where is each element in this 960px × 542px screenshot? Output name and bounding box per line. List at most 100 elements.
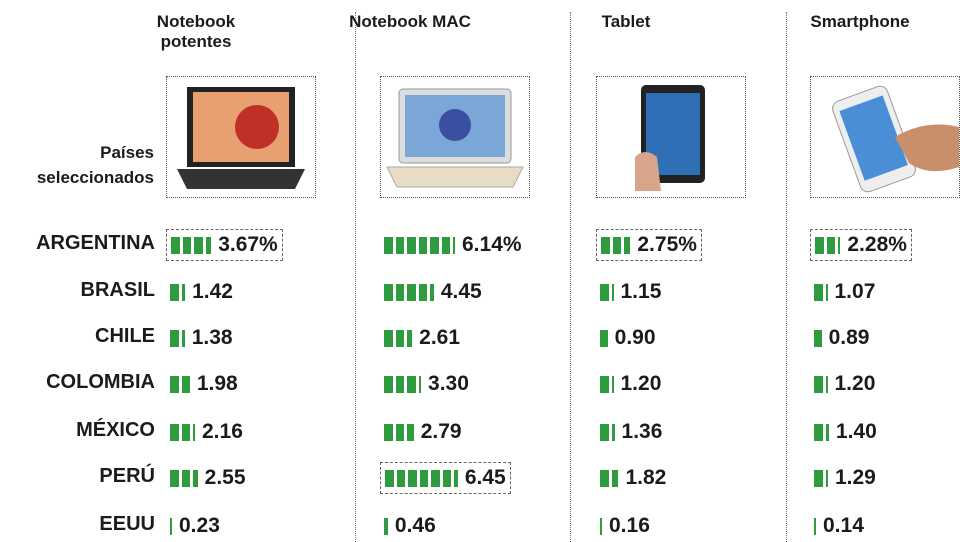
bar-block <box>814 424 823 441</box>
value-bar <box>384 376 424 393</box>
value-bar <box>384 284 437 301</box>
bar-block <box>814 518 816 535</box>
value-cell: 0.46 <box>380 511 440 541</box>
value-cell: 2.61 <box>380 323 464 353</box>
value-bar <box>170 518 175 535</box>
bar-block <box>384 237 393 254</box>
bar-block <box>612 284 614 301</box>
bar-block <box>407 330 412 347</box>
value-label: 2.61 <box>419 326 460 350</box>
bar-block <box>407 424 414 441</box>
row-label: ARGENTINA <box>0 232 155 255</box>
value-bar <box>600 284 617 301</box>
value-bar <box>384 518 391 535</box>
value-label: 1.07 <box>835 280 876 304</box>
bar-block <box>430 237 439 254</box>
value-cell: 6.14% <box>380 230 526 260</box>
bar-block <box>182 470 191 487</box>
bar-block <box>384 376 393 393</box>
device-image <box>166 76 316 198</box>
row-label: PERÚ <box>0 465 155 488</box>
bar-block <box>612 376 614 393</box>
value-cell: 2.28% <box>810 229 912 261</box>
column-title: Tablet <box>556 12 696 32</box>
bar-block <box>600 330 608 347</box>
value-label: 0.23 <box>179 514 220 538</box>
bar-block <box>600 424 609 441</box>
row-label: CHILE <box>0 325 155 348</box>
value-cell: 1.42 <box>166 277 237 307</box>
bar-block <box>419 284 428 301</box>
bar-block <box>815 237 824 254</box>
value-bar <box>600 376 617 393</box>
bar-block <box>182 376 190 393</box>
value-cell: 1.40 <box>810 417 881 447</box>
bar-block <box>838 237 840 254</box>
column-separator <box>786 12 787 542</box>
value-label: 2.55 <box>205 466 246 490</box>
value-label: 3.30 <box>428 372 469 396</box>
value-cell: 1.20 <box>596 369 665 399</box>
bar-block <box>613 237 622 254</box>
bar-block <box>182 284 186 301</box>
value-bar <box>814 330 825 347</box>
bar-block <box>826 470 828 487</box>
bar-block <box>170 284 179 301</box>
value-cell: 1.82 <box>596 463 670 493</box>
value-label: 1.15 <box>621 280 662 304</box>
bar-block <box>814 376 823 393</box>
value-label: 6.14% <box>462 233 522 257</box>
value-label: 1.42 <box>192 280 233 304</box>
bar-block <box>827 237 836 254</box>
value-label: 0.90 <box>615 326 656 350</box>
bar-block <box>384 330 393 347</box>
value-bar <box>600 518 605 535</box>
value-cell: 1.38 <box>166 323 237 353</box>
bar-block <box>171 237 180 254</box>
value-label: 0.16 <box>609 514 650 538</box>
bar-block <box>612 470 619 487</box>
bar-block <box>814 284 823 301</box>
bar-block <box>826 424 829 441</box>
value-label: 1.20 <box>621 372 662 396</box>
row-label: COLOMBIA <box>0 371 155 394</box>
value-bar <box>385 470 461 487</box>
value-bar <box>815 237 843 254</box>
value-label: 2.75% <box>637 233 697 257</box>
bar-block <box>430 284 434 301</box>
value-label: 0.14 <box>823 514 864 538</box>
value-label: 0.46 <box>395 514 436 538</box>
bar-block <box>408 470 417 487</box>
value-bar <box>384 237 458 254</box>
bar-block <box>396 424 405 441</box>
value-label: 1.20 <box>835 372 876 396</box>
bar-block <box>182 424 191 441</box>
value-bar <box>384 330 415 347</box>
infographic: Países seleccionados ARGENTINABRASILCHIL… <box>0 0 960 542</box>
bar-block <box>384 518 388 535</box>
bar-block <box>183 237 192 254</box>
device-icon <box>381 77 529 197</box>
value-cell: 1.15 <box>596 277 665 307</box>
value-label: 2.16 <box>202 420 243 444</box>
bar-block <box>384 284 393 301</box>
value-bar <box>814 518 819 535</box>
value-bar <box>384 424 417 441</box>
device-image <box>596 76 746 198</box>
value-cell: 0.89 <box>810 323 873 353</box>
value-bar <box>170 330 188 347</box>
device-icon <box>597 77 745 197</box>
value-bar <box>170 376 193 393</box>
bar-block <box>454 470 458 487</box>
bar-block <box>396 330 405 347</box>
column-title: Notebook potentes <box>126 12 266 52</box>
value-bar <box>170 470 201 487</box>
bar-block <box>193 424 195 441</box>
bar-block <box>600 518 602 535</box>
value-cell: 0.90 <box>596 323 660 353</box>
bar-block <box>420 470 429 487</box>
value-cell: 1.36 <box>596 417 666 447</box>
value-bar <box>601 237 633 254</box>
bar-block <box>170 518 172 535</box>
value-cell: 1.20 <box>810 369 879 399</box>
